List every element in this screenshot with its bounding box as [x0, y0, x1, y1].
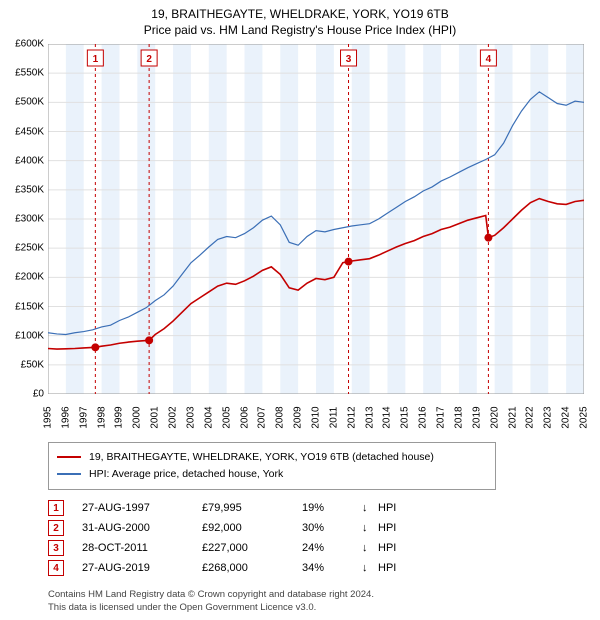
- y-tick-label: £400K: [15, 155, 44, 166]
- footer-attribution: Contains HM Land Registry data © Crown c…: [48, 589, 374, 614]
- y-tick-label: £200K: [15, 272, 44, 283]
- y-tick-label: £450K: [15, 126, 44, 137]
- x-tick-label: 2004: [203, 406, 214, 428]
- x-tick-label: 1998: [96, 406, 107, 428]
- x-axis-labels: 1995199619971998199920002001200220032004…: [48, 396, 584, 438]
- footer-line-1: Contains HM Land Registry data © Crown c…: [48, 589, 374, 601]
- tx-price: £92,000: [202, 522, 302, 534]
- tx-suffix: HPI: [378, 502, 396, 514]
- svg-text:2: 2: [146, 54, 152, 65]
- tx-suffix: HPI: [378, 562, 396, 574]
- tx-suffix: HPI: [378, 522, 396, 534]
- x-tick-label: 1995: [43, 406, 54, 428]
- tx-suffix: HPI: [378, 542, 396, 554]
- legend-label-property: 19, BRAITHEGAYTE, WHELDRAKE, YORK, YO19 …: [89, 449, 434, 466]
- y-tick-label: £150K: [15, 301, 44, 312]
- y-tick-label: £500K: [15, 97, 44, 108]
- legend-item-hpi: HPI: Average price, detached house, York: [57, 466, 487, 483]
- y-tick-label: £550K: [15, 68, 44, 79]
- tx-date: 28-OCT-2011: [82, 542, 202, 554]
- x-tick-label: 2015: [400, 406, 411, 428]
- x-tick-label: 2019: [471, 406, 482, 428]
- x-tick-label: 2012: [346, 406, 357, 428]
- x-tick-label: 2016: [418, 406, 429, 428]
- x-tick-label: 2005: [221, 406, 232, 428]
- chart-plot-area: 1 2 3 4: [48, 44, 584, 394]
- x-tick-label: 2002: [168, 406, 179, 428]
- title-line-2: Price paid vs. HM Land Registry's House …: [0, 22, 600, 38]
- y-tick-label: £300K: [15, 214, 44, 225]
- tx-marker: 1: [48, 500, 64, 516]
- legend-swatch-property: [57, 456, 81, 458]
- transactions-table: 127-AUG-1997£79,99519%↓HPI231-AUG-2000£9…: [48, 498, 396, 578]
- title-line-1: 19, BRAITHEGAYTE, WHELDRAKE, YORK, YO19 …: [0, 6, 600, 22]
- tx-marker: 3: [48, 540, 64, 556]
- svg-text:4: 4: [486, 54, 492, 65]
- x-tick-label: 2020: [489, 406, 500, 428]
- x-tick-label: 2013: [364, 406, 375, 428]
- y-tick-label: £0: [33, 389, 44, 400]
- down-arrow-icon: ↓: [362, 562, 378, 574]
- svg-text:1: 1: [93, 54, 99, 65]
- x-tick-label: 2021: [507, 406, 518, 428]
- x-tick-label: 2024: [561, 406, 572, 428]
- footer-line-2: This data is licensed under the Open Gov…: [48, 602, 374, 614]
- y-tick-label: £50K: [21, 359, 44, 370]
- transaction-row: 4 27-AUG-2019£268,00034%↓HPI: [48, 558, 396, 578]
- x-tick-label: 2025: [579, 406, 590, 428]
- legend-item-property: 19, BRAITHEGAYTE, WHELDRAKE, YORK, YO19 …: [57, 449, 487, 466]
- y-tick-label: £350K: [15, 184, 44, 195]
- x-tick-label: 1999: [114, 406, 125, 428]
- tx-price: £227,000: [202, 542, 302, 554]
- down-arrow-icon: ↓: [362, 522, 378, 534]
- x-tick-label: 2011: [328, 407, 339, 429]
- down-arrow-icon: ↓: [362, 542, 378, 554]
- transaction-row: 3 28-OCT-2011£227,00024%↓HPI: [48, 538, 396, 558]
- tx-price: £79,995: [202, 502, 302, 514]
- x-tick-label: 2008: [275, 406, 286, 428]
- transaction-row: 1 27-AUG-1997£79,99519%↓HPI: [48, 498, 396, 518]
- y-tick-label: £600K: [15, 39, 44, 50]
- down-arrow-icon: ↓: [362, 502, 378, 514]
- x-tick-label: 2000: [132, 406, 143, 428]
- tx-marker: 2: [48, 520, 64, 536]
- legend-label-hpi: HPI: Average price, detached house, York: [89, 466, 283, 483]
- x-tick-label: 2017: [436, 406, 447, 428]
- x-tick-label: 2014: [382, 406, 393, 428]
- y-tick-label: £100K: [15, 330, 44, 341]
- svg-text:3: 3: [346, 54, 352, 65]
- x-tick-label: 1996: [60, 406, 71, 428]
- x-tick-label: 2001: [150, 406, 161, 428]
- x-tick-label: 2023: [543, 406, 554, 428]
- legend: 19, BRAITHEGAYTE, WHELDRAKE, YORK, YO19 …: [48, 442, 496, 490]
- y-axis-labels: £0£50K£100K£150K£200K£250K£300K£350K£400…: [0, 44, 46, 394]
- x-tick-label: 2007: [257, 406, 268, 428]
- tx-price: £268,000: [202, 562, 302, 574]
- x-tick-label: 2010: [311, 406, 322, 428]
- tx-pct: 30%: [302, 522, 362, 534]
- chart-svg: 1 2 3 4: [48, 44, 584, 394]
- legend-swatch-hpi: [57, 473, 81, 475]
- x-tick-label: 1997: [78, 406, 89, 428]
- x-tick-label: 2009: [293, 406, 304, 428]
- transaction-row: 2 31-AUG-2000£92,00030%↓HPI: [48, 518, 396, 538]
- x-tick-label: 2006: [239, 406, 250, 428]
- tx-date: 27-AUG-1997: [82, 502, 202, 514]
- tx-marker: 4: [48, 560, 64, 576]
- y-tick-label: £250K: [15, 243, 44, 254]
- tx-pct: 24%: [302, 542, 362, 554]
- x-tick-label: 2018: [453, 406, 464, 428]
- x-tick-label: 2003: [185, 406, 196, 428]
- chart-title: 19, BRAITHEGAYTE, WHELDRAKE, YORK, YO19 …: [0, 0, 600, 38]
- tx-pct: 19%: [302, 502, 362, 514]
- tx-pct: 34%: [302, 562, 362, 574]
- tx-date: 27-AUG-2019: [82, 562, 202, 574]
- tx-date: 31-AUG-2000: [82, 522, 202, 534]
- x-tick-label: 2022: [525, 406, 536, 428]
